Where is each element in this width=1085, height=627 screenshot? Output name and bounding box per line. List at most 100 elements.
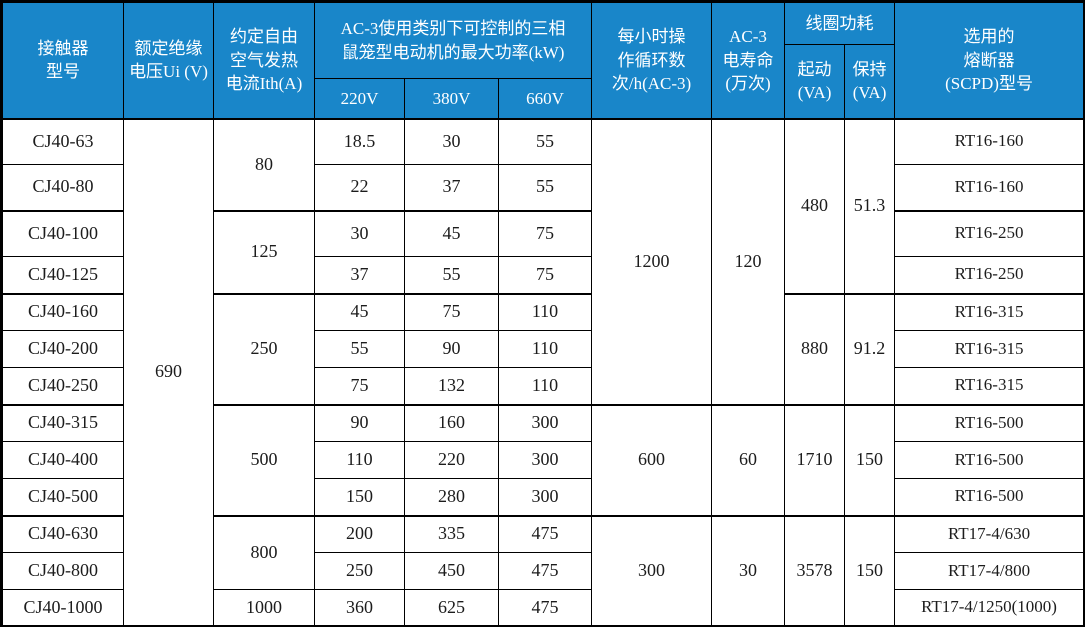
cell-cycles: 1200 [591,118,713,406]
cell-p380: 450 [404,552,499,590]
header-380v: 380V [404,78,499,119]
table-row: CJ40-160 250 45 75 110 880 91.2 RT16-315 [1,293,1085,406]
cell-model: CJ40-800 [1,552,124,590]
cell-ith: 250 [213,293,315,406]
cell-fuse: RT17-4/630 [894,515,1085,553]
header-life: AC-3 电寿命 (万次) [711,1,786,119]
cell-p660: 55 [497,118,593,165]
cell-model: CJ40-500 [1,478,124,517]
cell-ui: 690 [123,118,214,627]
header-220v: 220V [314,78,405,119]
cell-p380: 45 [404,210,499,257]
cell-model: CJ40-63 [1,118,124,165]
header-ith: 约定自由 空气发热 电流Ith(A) [213,1,315,119]
cell-hold-va: 150 [844,515,896,627]
cell-start-va: 480 [784,118,846,295]
cell-p380: 160 [404,404,499,442]
cell-p220: 250 [314,552,405,590]
cell-start-va: 880 [784,293,846,406]
header-coil-group: 线圈功耗 [784,1,896,45]
cell-p220: 75 [314,367,405,406]
cell-p220: 360 [314,589,405,627]
cell-fuse: RT17-4/800 [894,552,1085,590]
header-fuse: 选用的 熔断器 (SCPD)型号 [894,1,1085,119]
table-row: CJ40-80 22 37 55 RT16-160 [1,164,1085,212]
cell-p660: 300 [497,404,593,442]
cell-p220: 22 [314,164,405,212]
cell-fuse: RT16-500 [894,441,1085,479]
table-row: CJ40-250 75 132 110 RT16-315 [1,367,1085,406]
cell-p660: 55 [497,164,593,212]
cell-p380: 37 [404,164,499,212]
cell-ith: 800 [213,515,315,590]
cell-p220: 200 [314,515,405,553]
cell-p220: 45 [314,293,405,331]
cell-fuse: RT16-160 [894,118,1085,165]
cell-fuse: RT16-250 [894,210,1085,257]
table-row: CJ40-800 250 450 475 RT17-4/800 [1,552,1085,590]
cell-p220: 150 [314,478,405,517]
cell-hold-va: 91.2 [844,293,896,406]
table-row: CJ40-63 690 80 18.5 30 55 1200 120 480 51.3 RT16-1… [1,118,1085,627]
cell-p660: 475 [497,552,593,590]
cell-p380: 220 [404,441,499,479]
header-power-group: AC-3使用类别下可控制的三相 鼠笼型电动机的最大功率(kW) [313,1,593,79]
table-row: CJ40-400 110 220 300 RT16-500 [1,441,1085,479]
cell-p660: 110 [497,293,593,331]
cell-fuse: RT16-500 [894,478,1085,517]
cell-p380: 55 [404,256,499,295]
cell-model: CJ40-80 [1,164,124,212]
header-ui: 额定绝缘 电压Ui (V) [123,1,214,119]
table-body: CJ40-63 690 80 18.5 30 55 1200 120 480 51.3 RT16-1… [1,118,1085,627]
table-row: CJ40-100 125 30 45 75 RT16-250 [1,210,1085,295]
cell-life: 60 [711,404,786,517]
table-row: CJ40-630 800 200 335 475 300 30 3578 150 RT17-4/6… [1,515,1085,627]
cell-p220: 110 [314,441,405,479]
cell-fuse: RT16-315 [894,330,1085,368]
table-header: 接触器 型号 额定绝缘 电压Ui (V) 约定自由 空气发热 电流Ith(A) … [1,1,1085,119]
cell-fuse: RT17-4/1250(1000) [894,589,1085,627]
header-cycles: 每小时操 作循环数 次/h(AC-3) [591,1,713,119]
cell-p380: 625 [404,589,499,627]
cell-model: CJ40-630 [1,515,124,553]
cell-model: CJ40-125 [1,256,124,295]
cell-model: CJ40-1000 [1,589,124,627]
cell-start-va: 3578 [784,515,846,627]
cell-ith: 1000 [213,589,315,627]
header-hold-va: 保持 (VA) [844,44,896,119]
cell-p660: 300 [497,478,593,517]
cell-cycles: 300 [591,515,713,627]
cell-model: CJ40-100 [1,210,124,257]
cell-p660: 75 [497,210,593,257]
cell-model: CJ40-250 [1,367,124,406]
cell-p220: 37 [314,256,405,295]
cell-p380: 30 [404,118,499,165]
cell-model: CJ40-400 [1,441,124,479]
cell-p380: 335 [404,515,499,553]
cell-p660: 110 [497,367,593,406]
header-660v: 660V [497,78,593,119]
cell-p220: 18.5 [314,118,405,165]
cell-cycles: 600 [591,404,713,517]
cell-p660: 300 [497,441,593,479]
header-start-va: 起动 (VA) [784,44,846,119]
cell-fuse: RT16-315 [894,293,1085,331]
cell-start-va: 1710 [784,404,846,517]
table-row: CJ40-315 500 90 160 300 600 60 1710 150 RT16-500 [1,404,1085,517]
cell-p380: 280 [404,478,499,517]
cell-p660: 75 [497,256,593,295]
cell-ith: 80 [213,118,315,212]
cell-model: CJ40-200 [1,330,124,368]
cell-ith: 125 [213,210,315,295]
cell-p380: 90 [404,330,499,368]
cell-fuse: RT16-250 [894,256,1085,295]
cell-p660: 475 [497,515,593,553]
table-row: CJ40-200 55 90 110 RT16-315 [1,330,1085,368]
cell-model: CJ40-315 [1,404,124,442]
cell-p660: 475 [497,589,593,627]
cell-life: 30 [711,515,786,627]
table-row: CJ40-1000 1000 360 625 475 RT17-4/1250(1000) [1,589,1085,627]
cell-p220: 55 [314,330,405,368]
